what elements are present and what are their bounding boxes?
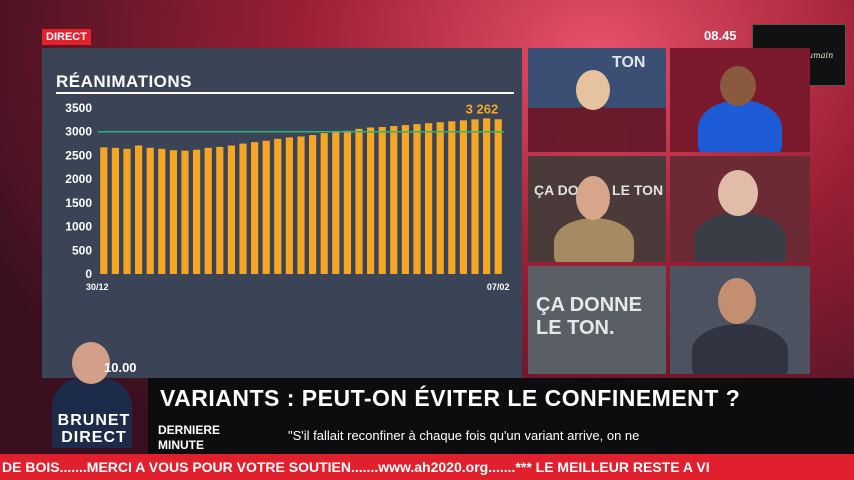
bar [274,138,282,274]
camera-feed-2 [670,48,810,152]
y-tick-label: 2500 [65,148,92,162]
chart-title: RÉANIMATIONS [56,72,193,91]
headline: VARIANTS : PEUT-ON ÉVITER LE CONFINEMENT… [160,385,741,411]
x-tick-label-end: 07/02 [487,282,510,292]
presenter-head [72,342,110,384]
y-tick-label: 1000 [65,220,92,234]
presenter-portrait [42,338,146,454]
bar [483,118,491,274]
presenter-time: 10.00 [104,360,137,375]
headline-bar: VARIANTS : PEUT-ON ÉVITER LE CONFINEMENT… [148,378,854,420]
guest-head [576,176,610,220]
guest-body [698,100,782,152]
live-badge: DIRECT [42,29,91,45]
y-tick-label: 3500 [65,101,92,115]
guest-head [720,66,756,106]
bar [193,149,201,274]
bar [297,136,305,274]
show-name-line2: DIRECT [61,429,127,446]
bar [448,121,456,274]
clock: 08.45 [704,28,737,43]
bar [169,150,177,274]
bar [204,147,212,274]
y-tick-label: 3000 [65,125,92,139]
chart-title-rule [56,92,514,94]
bar [239,143,247,274]
bar [378,126,386,274]
y-tick-label: 2000 [65,172,92,186]
bar [390,126,398,274]
guest-body [558,106,628,152]
bar [320,133,328,274]
show-name-line1: BRUNET [57,412,131,429]
guest-body [554,218,634,262]
bar [332,131,340,274]
chart-panel: RÉANIMATIONS 0 500 1000 1500 2000 2500 3000 350… [42,48,522,378]
bar-chart: 0 500 1000 1500 2000 2500 3000 3500 3 262 30/12 07… [65,101,510,292]
y-tick-label: 1500 [65,196,92,210]
bar [111,147,119,274]
bar [401,125,409,275]
bar [227,145,235,274]
camera-feed-4 [670,156,810,262]
guest-body [694,212,786,262]
y-tick-label: 500 [72,243,92,257]
guest-head [718,170,758,216]
news-crawl: DE BOIS.......MERCI A VOUS POUR VOTRE SO… [0,454,854,480]
last-value-label: 3 262 [466,101,499,116]
quote-bar: "S'il fallait reconfiner à chaque fois q… [280,420,854,454]
camera-feed-1: TON [528,48,666,152]
bar [343,130,351,274]
presenter-body [52,378,132,448]
breaking-label-line1: DERNIERE [158,423,221,437]
bar [459,120,467,275]
guest-head [718,278,756,324]
bar [436,122,444,274]
bar [251,142,259,274]
y-tick-label: 0 [85,267,92,281]
show-name: BRUNET DIRECT [42,412,146,446]
camera-feed-5: ÇA DONNE LE TON. [528,266,666,374]
bar [135,145,143,274]
bar [146,147,154,274]
bar [158,148,166,274]
bar [309,135,317,274]
bar [355,128,363,274]
guest-body [692,324,788,374]
bar [181,150,189,274]
studio-screen-text: ÇA DONNE LE TON. [536,294,642,339]
bar [216,146,224,274]
camera-feed-6 [670,266,810,374]
breaking-label-line2: MINUTE [158,438,204,452]
crawl-text: DE BOIS.......MERCI A VOUS POUR VOTRE SO… [2,459,710,475]
studio-screen-text: TON [612,54,646,71]
camera-feed-3: ÇA DONNE LE TON [528,156,666,262]
bar [413,124,421,274]
guest-head [576,70,610,110]
bar [262,140,270,274]
bar [367,127,375,275]
quote-text: "S'il fallait reconfiner à chaque fois q… [288,428,640,443]
bar [100,147,108,274]
x-tick-label-start: 30/12 [86,282,109,292]
bar [285,137,293,274]
bar [425,123,433,274]
bar [471,119,479,274]
bar [123,148,131,274]
bar [494,119,502,275]
breaking-label: DERNIERE MINUTE [148,420,280,454]
